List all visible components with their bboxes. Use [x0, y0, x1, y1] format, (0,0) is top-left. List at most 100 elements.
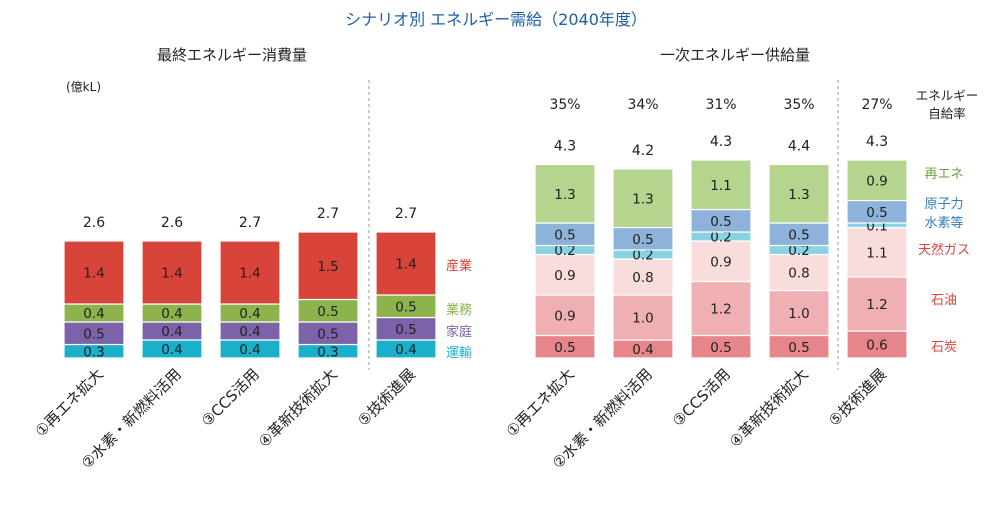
legend-label: 運輸: [446, 346, 472, 361]
segment-label: 0.6: [866, 338, 887, 354]
category-label: ①再エネ拡大: [32, 365, 107, 440]
bar-segment: [846, 159, 908, 202]
segment-label: 0.4: [395, 342, 416, 358]
segment-label: 1.5: [317, 259, 338, 275]
bar-segment: [375, 231, 437, 296]
bar-segment: [846, 276, 908, 332]
bar-segment: [297, 231, 359, 301]
segment-label: 0.4: [161, 342, 182, 358]
segment-label: 0.3: [83, 344, 104, 360]
self-sufficiency-value: 27%: [861, 97, 892, 113]
category-label: ⑤技術進展: [825, 365, 890, 430]
category-label: ④革新技術拡大: [726, 365, 812, 451]
self-sufficiency-value: 35%: [549, 97, 580, 113]
segment-label: 0.3: [317, 344, 338, 360]
bar-segment: [612, 294, 674, 341]
bar-segment: [690, 240, 752, 283]
self-sufficiency-value: 35%: [783, 97, 814, 113]
segment-label: 0.8: [788, 266, 809, 282]
segment-label: 0.4: [239, 342, 260, 358]
segment-label: 0.5: [710, 214, 731, 230]
category-label: ③CCS活用: [198, 365, 263, 430]
segment-label: 0.9: [554, 268, 575, 284]
segment-label: 0.5: [866, 205, 887, 221]
segment-label: 1.4: [83, 266, 104, 282]
right-chart-title: 一次エネルギー供給量: [660, 46, 810, 64]
segment-label: 0.5: [554, 227, 575, 243]
bar-segment: [846, 226, 908, 278]
segment-label: 0.2: [632, 248, 653, 264]
segment-label: 0.9: [554, 308, 575, 324]
segment-label: 0.2: [554, 243, 575, 259]
segment-label: 1.3: [788, 187, 809, 203]
bar-total-label: 2.7: [239, 215, 261, 231]
segment-label: 0.4: [161, 324, 182, 340]
bar-segment: [534, 253, 596, 296]
bar-segment: [219, 240, 281, 305]
bar-segment: [612, 168, 674, 229]
bar-segment: [63, 240, 125, 305]
bar-total-label: 4.3: [710, 134, 732, 150]
segment-label: 0.4: [161, 306, 182, 322]
bar-segment: [690, 280, 752, 337]
unit-label: (億kL): [66, 80, 101, 94]
segment-label: 0.2: [788, 243, 809, 259]
bar-segment: [846, 330, 908, 359]
segment-label: 1.0: [632, 311, 653, 327]
segment-label: 1.3: [632, 191, 653, 207]
segment-label: 1.3: [554, 187, 575, 203]
bar-segment: [768, 253, 830, 292]
self-sufficiency-value: 34%: [627, 97, 658, 113]
category-label: ⑤技術進展: [354, 365, 419, 430]
segment-label: 1.4: [395, 257, 416, 273]
bar-total-label: 2.6: [161, 215, 183, 231]
segment-label: 1.1: [866, 245, 887, 261]
legend-label: 産業: [446, 258, 472, 274]
legend-label: 原子力: [924, 197, 963, 212]
segment-label: 0.5: [317, 304, 338, 320]
segment-label: 0.5: [788, 227, 809, 243]
legend-label: 再エネ: [924, 167, 963, 182]
segment-label: 0.4: [239, 306, 260, 322]
bar-total-label: 4.3: [866, 134, 888, 150]
legend-label: 水素等: [924, 215, 963, 231]
segment-label: 0.4: [632, 342, 653, 358]
segment-label: 0.5: [317, 326, 338, 342]
bar-segment: [768, 163, 830, 224]
segment-label: 0.4: [239, 324, 260, 340]
chart-main-title: シナリオ別 エネルギー需給（2040年度）: [345, 10, 647, 29]
bar-segment: [534, 163, 596, 224]
segment-label: 1.0: [788, 306, 809, 322]
bar-total-label: 4.4: [788, 139, 810, 155]
legend-label: 業務: [446, 302, 472, 318]
bar-total-label: 4.3: [554, 139, 576, 155]
self-sufficiency-header: エネルギー: [916, 88, 979, 103]
bar-total-label: 4.2: [632, 143, 654, 159]
legend-label: 天然ガス: [918, 242, 970, 258]
bar-total-label: 2.7: [317, 206, 339, 222]
segment-label: 0.5: [710, 340, 731, 356]
segment-label: 0.5: [395, 322, 416, 338]
segment-label: 1.4: [161, 266, 182, 282]
segment-label: 0.5: [83, 326, 104, 342]
segment-label: 1.2: [866, 297, 887, 313]
segment-label: 1.2: [710, 302, 731, 318]
bar-segment: [141, 240, 203, 305]
legend-label: 家庭: [446, 324, 472, 340]
legend-label: 石炭: [931, 340, 957, 355]
bar-segment: [612, 258, 674, 296]
self-sufficiency-header: 自給率: [928, 106, 966, 121]
segment-label: 0.5: [632, 232, 653, 248]
bar-total-label: 2.7: [395, 206, 417, 222]
segment-label: 0.8: [632, 270, 653, 286]
segment-label: 0.5: [554, 340, 575, 356]
category-label: ④革新技術拡大: [255, 365, 341, 451]
bar-segment: [690, 159, 752, 211]
segment-label: 0.9: [866, 173, 887, 189]
segment-label: 0.5: [395, 299, 416, 315]
segment-label: 0.9: [710, 254, 731, 270]
segment-label: 0.4: [83, 306, 104, 322]
chart-marks: 0.30.50.41.42.6①再エネ拡大0.40.40.41.42.6②水素・…: [32, 97, 970, 472]
segment-label: 1.1: [710, 178, 731, 194]
